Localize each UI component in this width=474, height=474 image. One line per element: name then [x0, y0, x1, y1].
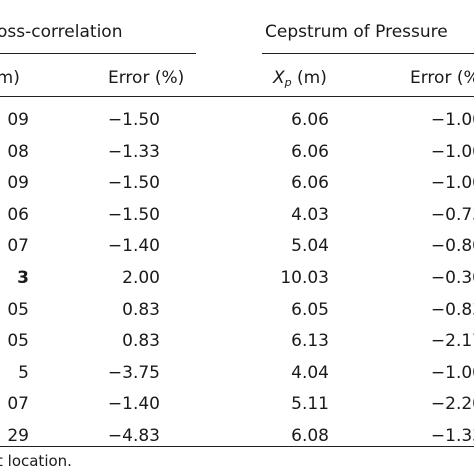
table-cell-col2: −1.40	[107, 394, 160, 415]
table-cell-col3: 5.11	[291, 394, 329, 415]
table-cell-col4: −2.20	[430, 394, 474, 415]
table-cell-col4: −2.17	[430, 331, 474, 352]
table-cell-col2: −1.33	[107, 141, 160, 162]
table-cell-col2: −4.83	[107, 426, 160, 446]
group-header-cross-correlation: oss-correlation	[0, 22, 123, 42]
table-cell-col3: 4.04	[291, 362, 329, 383]
group-header-cepstrum: Cepstrum of Pressure	[265, 22, 448, 42]
col-header-error-cepstrum: Error (%	[410, 68, 474, 88]
header-rule	[0, 96, 474, 97]
table-cell-col1: 5	[18, 362, 29, 383]
table-cell-col4: −1.00	[430, 141, 474, 162]
table-cell-col4: −0.80	[430, 236, 474, 257]
bottom-rule	[0, 446, 474, 447]
table-cell-col1: 09	[7, 110, 29, 130]
table-cell-col2: −1.50	[107, 204, 160, 225]
table-cell-col2: −1.50	[107, 173, 160, 194]
table-cell-col1: 29	[7, 426, 29, 446]
table-cell-col3: 5.04	[291, 236, 329, 257]
table-cell-col3: 6.05	[291, 299, 329, 320]
footnote: t location.	[0, 452, 72, 470]
col-header-error-cross: Error (%)	[108, 68, 185, 88]
table-cell-col3: 6.06	[291, 141, 329, 162]
table-cell-col1: 05	[7, 331, 29, 352]
xp-unit: (m)	[297, 68, 327, 88]
table-cell-col4: −1.33	[430, 426, 474, 446]
table-cell-col1: 08	[7, 141, 29, 162]
table-cell-col3: 6.08	[291, 426, 329, 446]
table-cell-col3: 6.06	[291, 173, 329, 194]
table-cell-col4: −0.75	[430, 204, 474, 225]
table-cell-col3: 6.13	[291, 331, 329, 352]
table-cell-col1: 3	[17, 268, 29, 288]
table-cell-col2: −1.40	[107, 236, 160, 257]
table-cell-col1: 07	[7, 236, 29, 257]
table-cell-col4: −1.00	[430, 110, 474, 130]
table-cell-col4: −1.00	[430, 362, 474, 383]
xp-variable: X	[273, 68, 285, 88]
table-cell-col1: 06	[7, 204, 29, 225]
table-cell-col1: 05	[7, 299, 29, 320]
table-cell-col3: 4.03	[291, 204, 329, 225]
table-cell-col2: −1.50	[107, 110, 160, 130]
col-header-xp: Xp (m)	[273, 68, 327, 93]
table-cell-col4: −1.00	[430, 173, 474, 194]
group-rule-cross	[0, 53, 196, 54]
table-cell-col2: 0.83	[122, 299, 160, 320]
col-header-position: (m)	[0, 68, 20, 88]
group-rule-cepstrum	[262, 53, 474, 54]
table-cell-col3: 6.06	[291, 110, 329, 130]
table-cell-col4: −0.30	[430, 268, 474, 288]
table-cell-col1: 09	[7, 173, 29, 194]
table-cell-col1: 07	[7, 394, 29, 415]
xp-subscript: p	[284, 76, 292, 89]
table-cell-col4: −0.83	[430, 299, 474, 320]
table-cell-col2: 0.83	[122, 331, 160, 352]
table-cell-col2: −3.75	[107, 362, 160, 383]
table-cell-col3: 10.03	[280, 268, 329, 288]
table-cell-col2: 2.00	[122, 268, 160, 288]
